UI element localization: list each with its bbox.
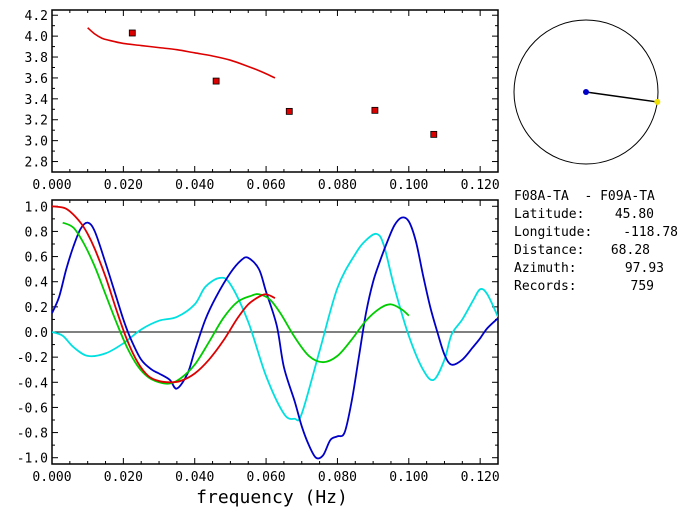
latitude-label: Latitude: — [514, 207, 584, 222]
top-frame — [51, 9, 499, 173]
bottom-xtick-label: 0.000 — [32, 470, 71, 485]
latitude-value: 45.80 — [615, 207, 654, 222]
station-target-dot — [654, 98, 661, 105]
top-xtick-label: 0.040 — [175, 178, 214, 193]
top-xtick-label: 0.120 — [461, 178, 500, 193]
bottom-xtick-label: 0.080 — [318, 470, 357, 485]
bottom-xtick-label: 0.060 — [247, 470, 286, 485]
station-origin-dot — [583, 89, 589, 95]
info-panel: F08A-TA - F09A-TA Latitude: 45.80 Longit… — [514, 189, 678, 294]
top-xtick-label: 0.000 — [32, 178, 71, 193]
top-ytick-label: 3.8 — [25, 51, 48, 66]
series-line-0 — [52, 232, 498, 422]
measurement-point — [371, 106, 379, 114]
bottom-xtick-label: 0.100 — [389, 470, 428, 485]
bottom-ytick-label: -1.0 — [17, 452, 48, 467]
records-label: Records: — [514, 279, 577, 294]
bottom-ytick-label: 1.0 — [25, 200, 48, 215]
phase-velocity-panel: 0.000 0.020 0.040 0.060 0.080 0.100 0.120 2.8 3.… — [25, 9, 500, 193]
azimuth-circle-panel — [513, 19, 661, 165]
top-ytick-label: 2.8 — [25, 156, 48, 171]
bottom-ytick-label: 0.6 — [25, 251, 48, 266]
stations-label: F08A-TA - F09A-TA — [514, 189, 655, 204]
bottom-ytick-label: -0.2 — [17, 351, 48, 366]
measurement-point — [430, 130, 438, 138]
azimuth-label: Azimuth: — [514, 261, 577, 276]
bottom-ytick-label: 0.0 — [25, 326, 48, 341]
phase-velocity-curve — [87, 27, 276, 79]
coherence-panel: 0.000 0.020 0.040 0.060 0.080 0.100 0.120 1.0 0.… — [17, 199, 500, 485]
records-value: 759 — [631, 279, 654, 294]
distance-label: Distance: — [514, 243, 584, 258]
longitude-value: -118.78 — [623, 225, 678, 240]
bottom-xtick-label: 0.120 — [461, 470, 500, 485]
top-xtick-label: 0.100 — [389, 178, 428, 193]
top-ytick-label: 3.0 — [25, 135, 48, 150]
measurement-point — [128, 29, 136, 37]
top-xtick-label: 0.020 — [104, 178, 143, 193]
bottom-ytick-label: -0.4 — [17, 376, 48, 391]
series-line-2 — [62, 221, 410, 385]
series-line-1 — [52, 216, 498, 460]
top-ytick-label: 3.6 — [25, 72, 48, 87]
distance-value: 68.28 — [611, 243, 650, 258]
measurement-point — [285, 107, 293, 115]
top-ytick-label: 3.2 — [25, 114, 48, 129]
measurement-point — [212, 77, 220, 85]
longitude-label: Longitude: — [514, 225, 592, 240]
bottom-ytick-label: 0.4 — [25, 276, 49, 291]
x-axis-label: frequency (Hz) — [196, 487, 348, 508]
bottom-ytick-label: -0.8 — [17, 427, 48, 442]
bottom-ytick-label: -0.6 — [17, 401, 48, 416]
series-line-3 — [52, 205, 276, 384]
top-xtick-label: 0.060 — [247, 178, 286, 193]
bottom-ytick-label: 0.2 — [25, 301, 48, 316]
azimuth-line — [585, 91, 658, 103]
top-ytick-label: 3.4 — [25, 93, 49, 108]
top-xtick-label: 0.080 — [318, 178, 357, 193]
top-ytick-label: 4.2 — [25, 9, 48, 24]
azimuth-circle — [513, 19, 659, 165]
bottom-xtick-label: 0.020 — [104, 470, 143, 485]
bottom-ytick-label: 0.8 — [25, 225, 48, 240]
bottom-xtick-label: 0.040 — [175, 470, 214, 485]
top-ytick-label: 4.0 — [25, 30, 48, 45]
azimuth-value: 97.93 — [625, 261, 664, 276]
